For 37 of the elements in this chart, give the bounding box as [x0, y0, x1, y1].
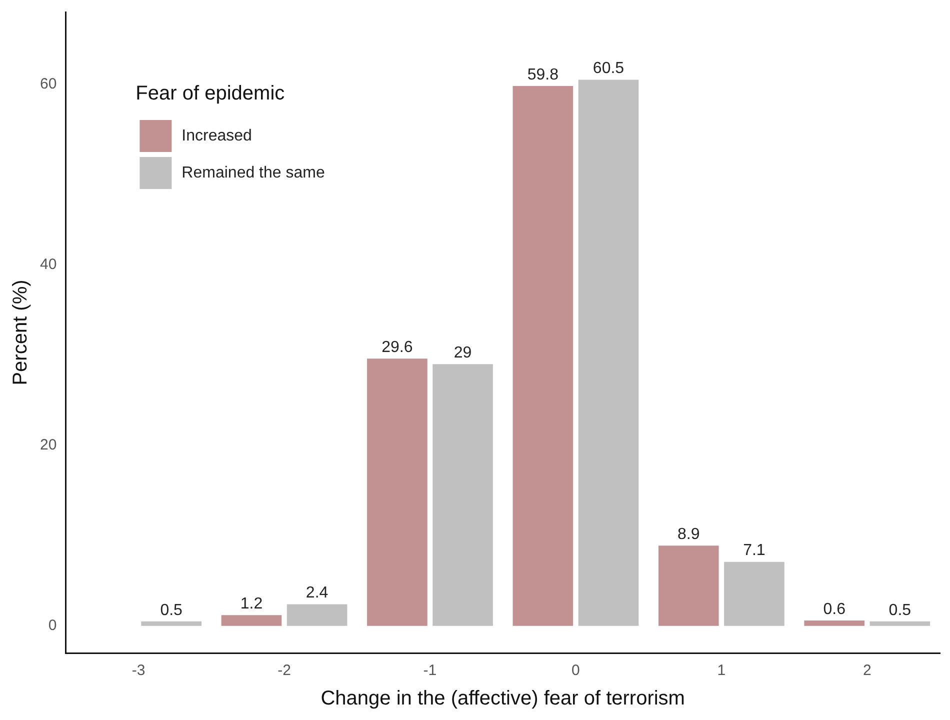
data-label: 60.5: [592, 60, 624, 78]
y-axis-title: Percent (%): [10, 280, 32, 386]
data-label: 8.9: [678, 526, 700, 543]
y-tick-label: 40: [40, 256, 57, 273]
data-label: 59.8: [527, 66, 559, 84]
data-label: 29.6: [382, 339, 413, 356]
x-tick-label: 1: [717, 662, 726, 680]
bar: [432, 364, 493, 626]
bar: [804, 620, 865, 626]
x-axis-title: Change in the (affective) fear of terrorism: [320, 688, 685, 710]
data-label: 0.5: [160, 602, 183, 619]
data-label: 29: [454, 344, 472, 362]
bar: [367, 358, 428, 626]
data-label: 1.2: [240, 595, 263, 612]
legend-label: Remained the same: [182, 164, 325, 182]
legend-label: Increased: [182, 127, 252, 144]
bar: [870, 621, 930, 626]
bar: [512, 86, 574, 626]
bar: [658, 546, 719, 626]
bar: [221, 615, 282, 626]
data-label: 2.4: [306, 584, 328, 602]
data-label: 7.1: [743, 542, 766, 560]
bar: [286, 604, 348, 626]
bar: [724, 562, 784, 626]
x-tick-label: -3: [132, 662, 146, 680]
data-label: 0.5: [888, 602, 912, 619]
bar: [141, 621, 202, 626]
y-tick-label: 20: [40, 436, 57, 454]
x-tick-label: 2: [862, 662, 872, 680]
x-tick-label: -1: [423, 662, 437, 680]
x-tick-label: 0: [572, 662, 580, 680]
y-tick-label: 0: [48, 617, 57, 634]
bar: [578, 80, 639, 626]
legend-title: Fear of epidemic: [136, 82, 285, 105]
y-tick-label: 60: [40, 75, 57, 92]
x-tick-label: -2: [278, 662, 291, 680]
data-label: 0.6: [823, 600, 846, 618]
